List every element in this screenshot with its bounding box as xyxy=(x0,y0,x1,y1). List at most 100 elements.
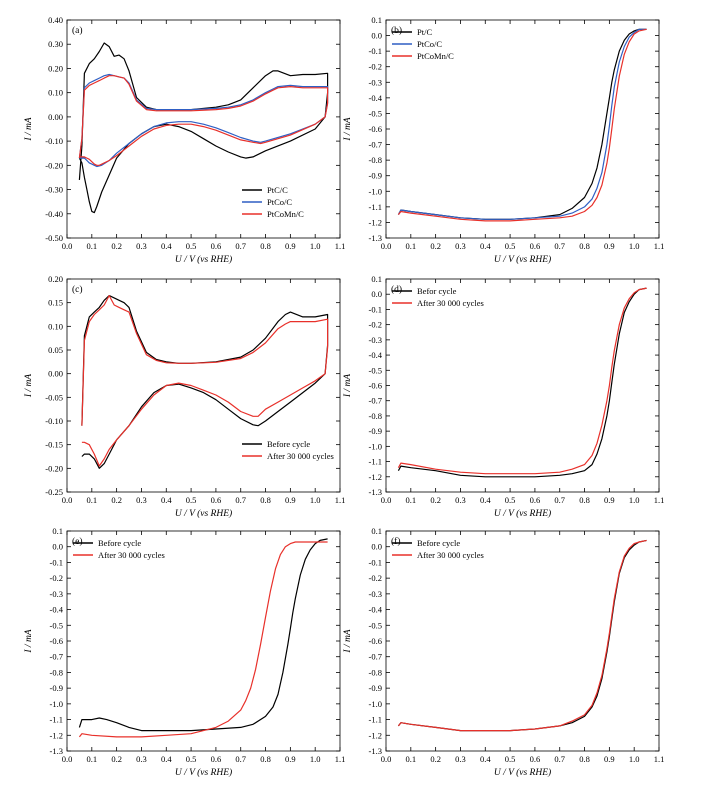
y-tick-label: 0.0 xyxy=(371,289,382,299)
series-line-2 xyxy=(397,28,647,222)
panel-label: (e) xyxy=(72,536,83,547)
y-tick-label: 0.1 xyxy=(52,526,63,536)
y-tick-label: -0.2 xyxy=(50,573,63,583)
x-tick-label: 0.6 xyxy=(530,495,541,505)
x-tick-label: 1.0 xyxy=(310,495,321,505)
y-tick-label: -1.3 xyxy=(369,233,382,243)
y-tick-label: -1.2 xyxy=(50,730,63,740)
x-tick-label: 0.8 xyxy=(579,241,590,251)
x-tick-label: 0.8 xyxy=(260,241,271,251)
y-tick-label: -1.0 xyxy=(369,186,382,196)
y-tick-label: 0.40 xyxy=(48,15,63,25)
x-tick-label: 1.1 xyxy=(335,241,346,251)
x-axis-label: U / V (vs RHE) xyxy=(494,254,551,265)
x-tick-label: 1.0 xyxy=(629,495,640,505)
x-tick-label: 1.0 xyxy=(629,754,640,764)
y-axis-label: I / mA xyxy=(343,629,353,653)
x-tick-label: 0.0 xyxy=(381,495,392,505)
x-tick-label: 0.5 xyxy=(505,241,516,251)
panel-5: 0.0 0.1 0.2 0.3 0.4 0.5 0.6 0.7 0.8 0.9 1.0 1.1 -1.3… xyxy=(343,526,664,778)
series-line-0 xyxy=(78,42,329,214)
x-tick-label: 0.1 xyxy=(406,241,417,251)
x-tick-label: 0.4 xyxy=(480,495,491,505)
x-tick-label: 1.0 xyxy=(310,754,321,764)
y-tick-label: -0.4 xyxy=(369,350,383,360)
x-tick-label: 1.0 xyxy=(629,241,640,251)
x-tick-label: 0.7 xyxy=(235,754,246,764)
y-tick-label: -0.2 xyxy=(369,320,382,330)
x-axis-label: U / V (vs RHE) xyxy=(494,767,551,778)
legend-label-0: Pt/C xyxy=(417,27,432,37)
y-tick-label: 0.0 xyxy=(52,542,63,552)
y-tick-label: -0.4 xyxy=(50,605,64,615)
y-tick-label: -0.7 xyxy=(369,652,382,662)
y-tick-label: -0.2 xyxy=(369,62,382,72)
y-tick-label: -1.1 xyxy=(369,457,382,467)
y-tick-label: 0.00 xyxy=(48,369,63,379)
x-tick-label: 0.7 xyxy=(554,754,565,764)
x-tick-label: 0.8 xyxy=(579,754,590,764)
x-tick-label: 0.2 xyxy=(111,241,122,251)
panel-1: 0.0 0.1 0.2 0.3 0.4 0.5 0.6 0.7 0.8 0.9 1.0 1.1 -1.3… xyxy=(343,15,664,265)
y-tick-label: -0.30 xyxy=(45,185,63,195)
panel-label: (f) xyxy=(391,536,401,547)
series-line-0 xyxy=(78,538,328,732)
x-tick-label: 0.8 xyxy=(260,754,271,764)
x-tick-label: 0.9 xyxy=(285,241,296,251)
y-tick-label: -0.6 xyxy=(369,124,382,134)
legend-label-0: Before cycle xyxy=(98,538,141,548)
x-tick-label: 0.1 xyxy=(406,495,417,505)
y-tick-label: -1.3 xyxy=(50,746,63,756)
x-tick-label: 0.0 xyxy=(62,495,73,505)
y-tick-label: -1.1 xyxy=(369,202,382,212)
series-line-2 xyxy=(78,75,329,166)
x-tick-label: 0.8 xyxy=(260,495,271,505)
x-tick-label: 0.2 xyxy=(430,495,441,505)
y-axis-label: I / mA xyxy=(343,374,353,398)
y-tick-label: -1.3 xyxy=(369,487,382,497)
x-tick-label: 0.3 xyxy=(455,754,466,764)
x-tick-label: 1.1 xyxy=(654,241,665,251)
panel-2: 0.0 0.1 0.2 0.3 0.4 0.5 0.6 0.7 0.8 0.9 1.0 1.1 -0.2… xyxy=(24,274,345,519)
panel-3: 0.0 0.1 0.2 0.3 0.4 0.5 0.6 0.7 0.8 0.9 1.0 1.1 -1.3… xyxy=(343,274,664,519)
y-tick-label: -0.1 xyxy=(369,557,382,567)
y-tick-label: 0.0 xyxy=(371,542,382,552)
y-tick-label: -0.15 xyxy=(45,440,63,450)
x-tick-label: 0.4 xyxy=(480,241,491,251)
panel-label: (b) xyxy=(391,25,402,36)
y-tick-label: 0.15 xyxy=(48,298,63,308)
x-tick-label: 0.1 xyxy=(87,241,98,251)
x-tick-label: 0.3 xyxy=(455,495,466,505)
y-axis-label: I / mA xyxy=(24,629,34,653)
y-tick-label: -0.8 xyxy=(369,411,382,421)
x-tick-label: 0.9 xyxy=(604,241,615,251)
plot-frame xyxy=(66,278,341,493)
y-tick-label: -0.6 xyxy=(50,636,63,646)
y-tick-label: -0.1 xyxy=(369,46,382,56)
y-tick-label: -0.9 xyxy=(50,683,63,693)
legend-label-0: Before cycle xyxy=(267,439,310,449)
y-tick-label: 0.1 xyxy=(371,526,382,536)
x-tick-label: 0.7 xyxy=(554,495,565,505)
x-tick-label: 0.5 xyxy=(186,241,197,251)
x-tick-label: 0.7 xyxy=(235,241,246,251)
x-tick-label: 0.2 xyxy=(430,241,441,251)
x-tick-label: 0.4 xyxy=(161,495,172,505)
legend-label-1: PtCo/C xyxy=(417,39,442,49)
legend-label-1: After 30 000 cycles xyxy=(417,550,484,560)
y-tick-label: -0.5 xyxy=(369,108,382,118)
x-tick-label: 1.1 xyxy=(335,495,346,505)
x-tick-label: 0.2 xyxy=(430,754,441,764)
x-tick-label: 1.1 xyxy=(335,754,346,764)
x-tick-label: 1.0 xyxy=(310,241,321,251)
y-axis-label: I / mA xyxy=(24,374,34,398)
y-tick-label: -0.1 xyxy=(369,304,382,314)
x-tick-label: 0.4 xyxy=(480,754,491,764)
legend-label-1: After 30 000 cycles xyxy=(417,298,484,308)
legend-label-1: PtCo/C xyxy=(267,197,292,207)
y-tick-label: -1.3 xyxy=(369,746,382,756)
y-tick-label: -0.40 xyxy=(45,209,63,219)
x-tick-label: 0.6 xyxy=(530,754,541,764)
